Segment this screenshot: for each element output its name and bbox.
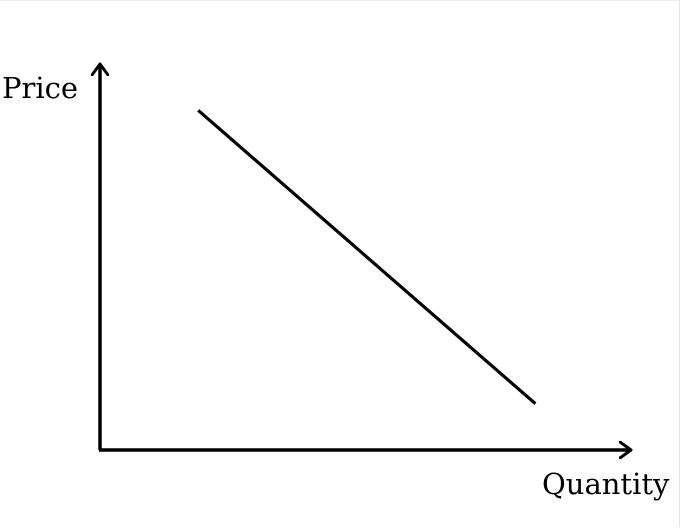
x-axis-label: Quantity [542,467,670,501]
demand-line [197,109,537,405]
y-axis-label: Price [2,71,78,105]
series-layer [197,109,537,405]
